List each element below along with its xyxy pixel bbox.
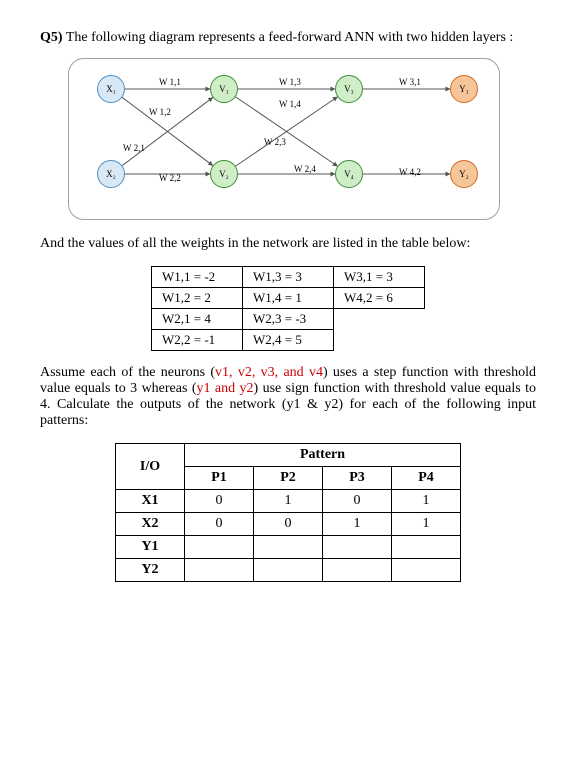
weights-cell: W2,2 = -1 [152,330,243,351]
weight-label: W 1,3 [279,77,301,87]
pattern-cell [392,559,461,582]
pattern-col: P4 [392,467,461,490]
pattern-cell [185,559,254,582]
pattern-cell [392,536,461,559]
assume-text: Assume each of the neurons (v1, v2, v3, … [40,365,536,429]
pattern-cell [323,536,392,559]
pattern-row-label: X2 [116,513,185,536]
weights-cell: W3,1 = 3 [334,267,425,288]
y-neurons: y1 and y2 [197,381,254,396]
weights-cell [334,330,425,351]
mid-text: And the values of all the weights in the… [40,236,536,252]
ann-diagram: X₁ X₂ V₁ V₂ V₃ V₄ Y₁ Y₂ W 1,1 W 1,2 W 2,1 W 2,2 W 1… [68,58,500,220]
pattern-cell: 0 [323,490,392,513]
weights-cell: W4,2 = 6 [334,288,425,309]
node-y2: Y₂ [450,160,478,188]
pattern-table: I/O Pattern P1P2P3P4 X10101X20011Y1Y2 [115,443,461,582]
node-v4: V₄ [335,160,363,188]
io-header: I/O [116,444,185,490]
pattern-cell: 0 [185,490,254,513]
weight-label: W 2,1 [123,143,145,153]
node-x2: X₂ [97,160,125,188]
pattern-cell [323,559,392,582]
node-v1: V₁ [210,75,238,103]
weights-cell: W2,1 = 4 [152,309,243,330]
node-y1: Y₁ [450,75,478,103]
weights-cell: W1,1 = -2 [152,267,243,288]
node-v3: V₃ [335,75,363,103]
pattern-cell [254,559,323,582]
pattern-header: Pattern [185,444,461,467]
weights-cell: W1,2 = 2 [152,288,243,309]
node-x1: X₁ [97,75,125,103]
pattern-row-label: Y2 [116,559,185,582]
pattern-row-label: Y1 [116,536,185,559]
weight-label: W 2,2 [159,173,181,183]
pattern-cell: 1 [392,513,461,536]
weight-label: W 1,1 [159,77,181,87]
weight-label: W 1,2 [149,107,171,117]
pattern-cell [254,536,323,559]
weight-label: W 2,4 [294,164,316,174]
weights-cell: W2,3 = -3 [243,309,334,330]
weight-label: W 1,4 [279,99,301,109]
pattern-cell [185,536,254,559]
pattern-cell: 0 [185,513,254,536]
weight-label: W 4,2 [399,167,421,177]
pattern-cell: 1 [323,513,392,536]
pattern-row-label: X1 [116,490,185,513]
weights-cell: W1,4 = 1 [243,288,334,309]
pattern-col: P2 [254,467,323,490]
node-v2: V₂ [210,160,238,188]
question-label: Q5) [40,30,63,45]
weights-cell: W1,3 = 3 [243,267,334,288]
weights-table: W1,1 = -2W1,3 = 3W3,1 = 3 W1,2 = 2W1,4 = … [151,266,425,351]
weights-cell [334,309,425,330]
v-neurons: v1, v2, v3, and v4 [215,365,323,380]
pattern-cell: 1 [392,490,461,513]
weight-label: W 3,1 [399,77,421,87]
weight-label: W 2,3 [264,137,286,147]
question-text: The following diagram represents a feed-… [66,30,513,45]
question-header: Q5) The following diagram represents a f… [40,30,536,46]
pattern-cell: 1 [254,490,323,513]
weights-cell: W2,4 = 5 [243,330,334,351]
pattern-col: P1 [185,467,254,490]
pattern-col: P3 [323,467,392,490]
pattern-cell: 0 [254,513,323,536]
